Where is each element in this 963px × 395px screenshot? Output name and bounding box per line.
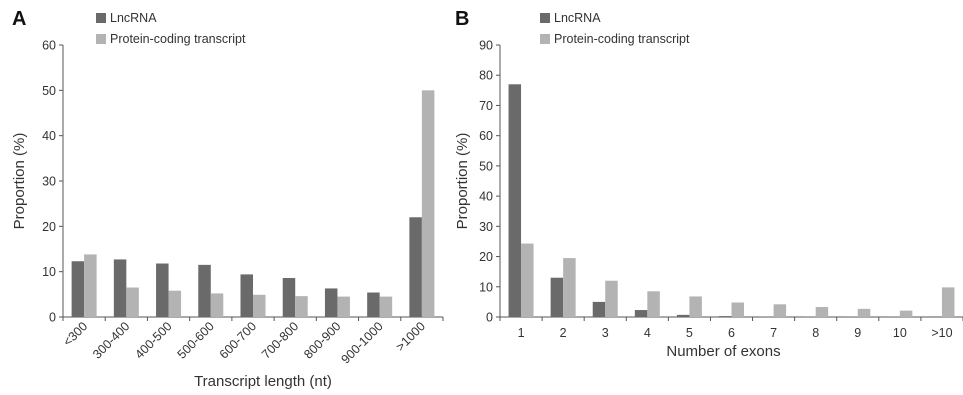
- bar-lncrna-2: [156, 263, 169, 317]
- bar-protein-coding-6: [773, 304, 787, 317]
- x-axis-title: Transcript length (nt): [194, 373, 332, 390]
- legend-label: LncRNA: [554, 11, 601, 25]
- bar-protein-coding-2: [605, 280, 618, 317]
- x-tick-label: 6: [728, 326, 735, 340]
- bar-protein-coding-1: [563, 258, 576, 317]
- bar-protein-coding-3: [647, 291, 660, 317]
- panel-b: B 0 10 20 30 40 50 60 70 80 90 1 2 3 4 5 6 7 8 9 10 >10 Propo…: [454, 8, 963, 360]
- x-tick-label: 500-600: [175, 319, 217, 361]
- x-tick-label: 400-500: [132, 319, 174, 361]
- x-tick-label: 3: [602, 326, 609, 340]
- bar-protein-coding-10: [941, 287, 955, 317]
- bar-protein-coding-8: [857, 308, 871, 317]
- x-tick-label: 700-800: [259, 319, 301, 361]
- x-tick-label: >1000: [393, 319, 428, 354]
- x-tick-label: 8: [812, 326, 819, 340]
- bar-lncrna-4: [676, 314, 690, 317]
- bar-protein-coding-3: [210, 293, 224, 317]
- bar-lncrna-5: [282, 278, 296, 317]
- legend-label: LncRNA: [110, 11, 157, 25]
- bar-lncrna-5: [719, 316, 732, 317]
- bar-protein-coding-7: [815, 307, 829, 317]
- bar-lncrna-3: [634, 310, 648, 317]
- legend-swatch: [96, 13, 106, 23]
- y-tick-label: 0: [486, 311, 493, 325]
- bar-lncrna-8: [409, 217, 422, 317]
- y-tick-label: 70: [479, 99, 493, 113]
- bar-lncrna-0: [508, 84, 522, 317]
- bar-lncrna-2: [592, 301, 606, 317]
- y-tick-label: 90: [479, 39, 493, 53]
- bar-lncrna-4: [240, 274, 253, 317]
- panel-a-letter: A: [12, 8, 26, 30]
- bar-protein-coding-8: [421, 90, 435, 317]
- y-tick-label: 60: [42, 39, 56, 53]
- bar-protein-coding-2: [168, 290, 182, 317]
- legend-label: Protein-coding transcript: [110, 32, 246, 46]
- bar-lncrna-0: [71, 261, 85, 317]
- bar-lncrna-1: [550, 277, 564, 317]
- legend-swatch: [96, 34, 106, 44]
- y-tick-label: 10: [479, 280, 493, 294]
- legend-label: Protein-coding transcript: [554, 32, 690, 46]
- bar-protein-coding-1: [126, 287, 139, 317]
- x-tick-label: 10: [893, 326, 907, 340]
- x-tick-label: 800-900: [301, 319, 343, 361]
- panel-b-letter: B: [455, 8, 469, 30]
- bar-lncrna-10: [929, 316, 942, 317]
- x-tick-label: 900-1000: [339, 319, 386, 366]
- y-tick-label: 40: [42, 129, 56, 143]
- y-tick-label: 30: [42, 175, 56, 189]
- bar-protein-coding-4: [689, 296, 702, 317]
- bar-lncrna-1: [113, 259, 127, 317]
- bar-protein-coding-5: [295, 296, 308, 317]
- bar-protein-coding-7: [379, 296, 393, 317]
- bar-protein-coding-4: [253, 294, 266, 317]
- x-tick-label: 5: [686, 326, 693, 340]
- bar-lncrna-7: [367, 292, 380, 317]
- x-tick-label: 1: [518, 326, 525, 340]
- legend-swatch: [540, 13, 550, 23]
- y-axis-title: Proportion (%): [11, 133, 28, 230]
- x-tick-label: 600-700: [217, 319, 259, 361]
- y-axis-title: Proportion (%): [454, 133, 471, 230]
- y-tick-label: 30: [479, 220, 493, 234]
- bar-protein-coding-0: [84, 254, 97, 317]
- x-axis-title: Number of exons: [666, 343, 780, 360]
- panel-a: A 0 10 20 30 40 50 60 <300 300-400 400-500 500-600…: [11, 8, 444, 390]
- bar-protein-coding-9: [899, 310, 913, 317]
- x-tick-label: 300-400: [90, 319, 132, 361]
- x-tick-label: 9: [854, 326, 861, 340]
- bar-protein-coding-5: [731, 302, 744, 317]
- bar-protein-coding-0: [521, 243, 534, 317]
- x-tick-label: <300: [60, 319, 90, 349]
- y-tick-label: 80: [479, 69, 493, 83]
- y-tick-label: 0: [49, 311, 56, 325]
- x-tick-label: 7: [770, 326, 777, 340]
- bar-lncrna-3: [198, 264, 211, 317]
- y-tick-label: 40: [479, 190, 493, 204]
- y-tick-label: 50: [479, 159, 493, 173]
- y-tick-label: 20: [42, 220, 56, 234]
- y-tick-label: 20: [479, 250, 493, 264]
- y-tick-label: 60: [479, 129, 493, 143]
- y-tick-label: 50: [42, 84, 56, 98]
- y-tick-label: 10: [42, 265, 56, 279]
- x-tick-label: 2: [560, 326, 567, 340]
- bar-lncrna-6: [324, 288, 338, 317]
- bar-protein-coding-6: [337, 296, 350, 317]
- x-tick-label: >10: [931, 326, 952, 340]
- legend-swatch: [540, 34, 550, 44]
- x-tick-label: 4: [644, 326, 651, 340]
